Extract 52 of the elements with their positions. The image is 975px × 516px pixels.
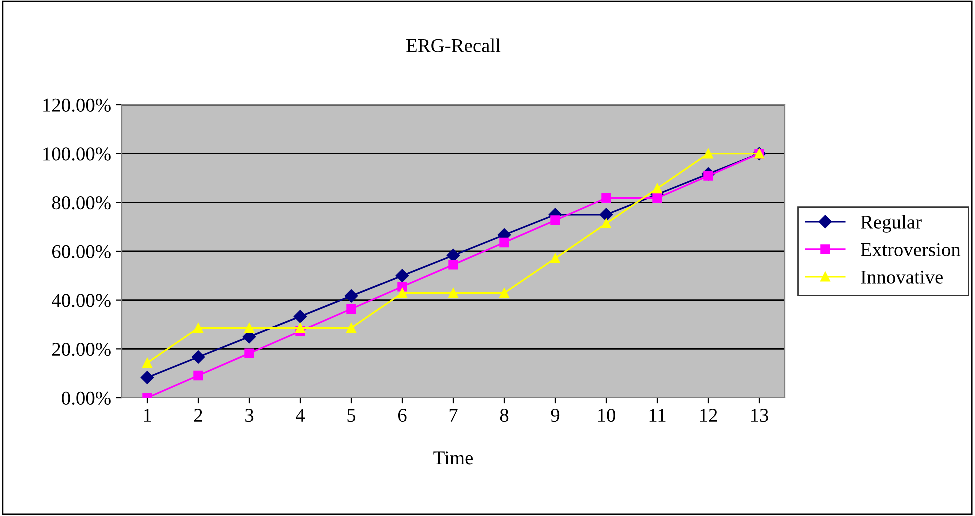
point [294, 310, 308, 324]
x-tick-label: 9 [551, 409, 560, 422]
point [296, 323, 306, 334]
y-tick-label: 40.00% [52, 294, 111, 308]
legend-label: Extroversion [861, 243, 961, 256]
point [600, 208, 614, 222]
point [396, 269, 410, 283]
point [244, 348, 254, 358]
y-tick-label: 0.00% [62, 392, 111, 406]
point [398, 288, 408, 298]
point [448, 260, 458, 270]
point [704, 148, 714, 159]
point [550, 216, 560, 226]
legend-label: Regular [861, 215, 922, 233]
chart-title: ERG-Recall [406, 38, 501, 52]
point [194, 323, 204, 334]
x-tick-label: 1 [144, 409, 152, 422]
x-tick-label: 10 [598, 408, 616, 422]
point [192, 350, 206, 364]
point [346, 304, 356, 314]
point [244, 323, 254, 334]
point [344, 290, 358, 303]
legend-label: Innovative [861, 270, 943, 284]
point [142, 358, 152, 368]
y-tick-label: 60.00% [52, 245, 111, 259]
x-tick-label: 6 [398, 409, 407, 422]
x-tick-label: 11 [650, 409, 666, 422]
point [500, 288, 510, 298]
y-tick-label: 20.00% [52, 342, 111, 356]
x-tick-label: 5 [348, 409, 356, 422]
point [602, 218, 612, 229]
y-tick-label: 100.00% [44, 148, 111, 161]
point [500, 238, 510, 248]
point [346, 323, 356, 334]
y-tick-label: 120.00% [44, 98, 111, 112]
x-tick-label: 8 [500, 408, 509, 422]
x-tick-label: 13 [751, 409, 768, 422]
x-tick-label: 7 [450, 409, 458, 422]
point [194, 370, 204, 381]
point [652, 184, 662, 194]
point [448, 288, 458, 298]
point [446, 249, 460, 262]
point [602, 193, 612, 204]
x-axis-title: Time [434, 452, 474, 465]
x-tick-label: 2 [194, 409, 202, 422]
point [550, 254, 560, 264]
x-tick-label: 3 [246, 409, 254, 422]
y-tick-label: 80.00% [52, 196, 111, 210]
x-tick-label: 4 [296, 409, 306, 422]
point [140, 371, 154, 384]
point [652, 193, 662, 204]
x-tick-label: 12 [700, 409, 718, 422]
